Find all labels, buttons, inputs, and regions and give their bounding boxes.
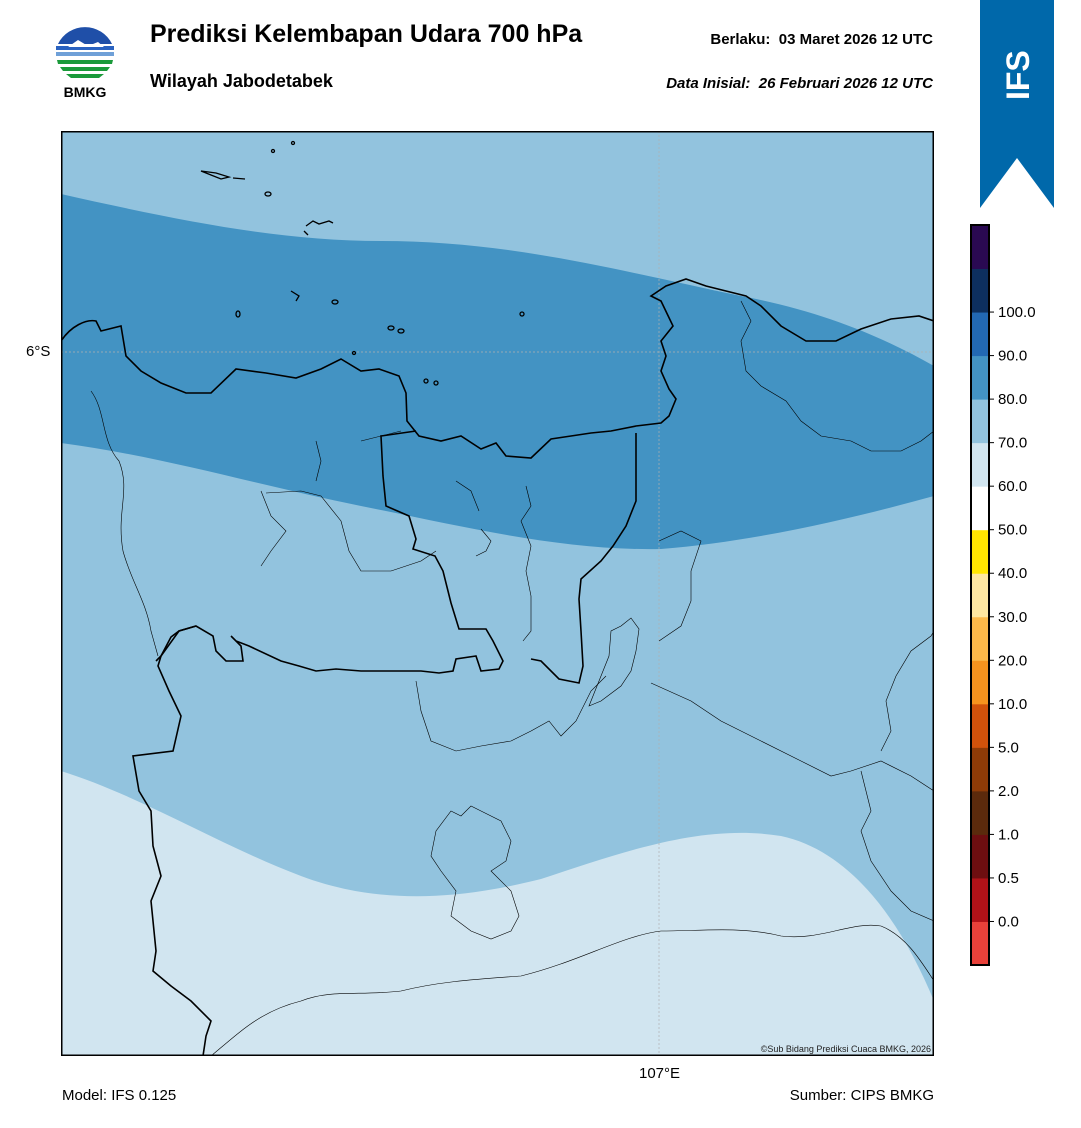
init-value: 26 Februari 2026 12 UTC — [758, 75, 933, 92]
colorbar-label: 1.0 — [998, 826, 1019, 843]
ifs-ribbon: IFS — [980, 0, 1054, 208]
colorbar-swatch — [971, 399, 989, 444]
lat-tick-label: 6°S — [26, 343, 51, 360]
colorbar-swatch — [971, 747, 989, 792]
colorbar-swatch — [971, 268, 989, 313]
colorbar-label: 60.0 — [998, 478, 1027, 495]
colorbar-swatch — [971, 486, 989, 531]
colorbar-label: 10.0 — [998, 696, 1027, 713]
province-boundary — [155, 430, 504, 674]
colorbar-frame — [970, 224, 990, 966]
colorbar-label: 20.0 — [998, 652, 1027, 669]
colorbar-swatch — [971, 529, 989, 574]
band-70-80 — [61, 194, 934, 550]
colorbar-swatch — [971, 790, 989, 835]
colorbar-swatch — [971, 703, 989, 748]
colorbar-label: 50.0 — [998, 522, 1027, 539]
colorbar-swatch — [971, 225, 989, 270]
colorbar-label: 2.0 — [998, 783, 1019, 800]
province-boundary-banten — [132, 625, 212, 1056]
colorbar-swatch — [971, 312, 989, 357]
valid-label: Berlaku: — [710, 31, 771, 48]
colorbar-label: 5.0 — [998, 739, 1019, 756]
valid-time: Berlaku: 03 Maret 2026 12 UTC — [710, 31, 933, 48]
thousand-islands — [200, 140, 525, 386]
lon-tick-label: 107°E — [639, 1065, 681, 1082]
model-label: Model: IFS 0.125 — [62, 1087, 177, 1104]
province-boundary-jakarta-bekasi — [530, 433, 637, 684]
colorbar-swatch — [971, 616, 989, 661]
colorbar-legend: 0.0 0.5 1.0 2.0 5.0 10.0 20.0 30.0 40.0 50.0 60.0 7… — [970, 224, 1036, 966]
init-time: Data Inisial: 26 Februari 2026 12 UTC — [666, 75, 933, 92]
map-subtitle: Wilayah Jabodetabek — [150, 71, 333, 91]
regency-boundaries — [90, 300, 934, 1056]
colorbar-label: 0.0 — [998, 913, 1019, 930]
map-copyright: ©Sub Bidang Prediksi Cuaca BMKG, 2026 — [761, 1044, 931, 1054]
colorbar-swatch — [971, 660, 989, 705]
colorbar-label: 100.0 — [998, 304, 1036, 321]
colorbar-label: 90.0 — [998, 348, 1027, 365]
colorbar-swatch — [971, 921, 989, 966]
colorbar-label: 30.0 — [998, 609, 1027, 626]
coastline — [61, 278, 934, 459]
ribbon-text: IFS — [1000, 50, 1036, 100]
colorbar-swatch — [971, 573, 989, 618]
valid-value: 03 Maret 2026 12 UTC — [778, 31, 933, 48]
colorbar-swatch — [971, 834, 989, 879]
humidity-map: ©Sub Bidang Prediksi Cuaca BMKG, 2026 — [61, 131, 934, 1056]
colorbar-swatch — [971, 442, 989, 487]
map-title: Prediksi Kelembapan Udara 700 hPa — [150, 20, 583, 48]
colorbar-label: 40.0 — [998, 565, 1027, 582]
bmkg-logo-icon — [55, 22, 115, 82]
logo-text: BMKG — [63, 84, 107, 100]
band-50-60 — [61, 771, 934, 1056]
colorbar-swatch — [971, 877, 989, 922]
colorbar-swatch — [971, 355, 989, 400]
colorbar-label: 0.5 — [998, 870, 1019, 887]
colorbar-label: 70.0 — [998, 435, 1027, 452]
init-label: Data Inisial: — [666, 75, 751, 92]
colorbar-label: 80.0 — [998, 391, 1027, 408]
source-label: Sumber: CIPS BMKG — [789, 1087, 934, 1104]
